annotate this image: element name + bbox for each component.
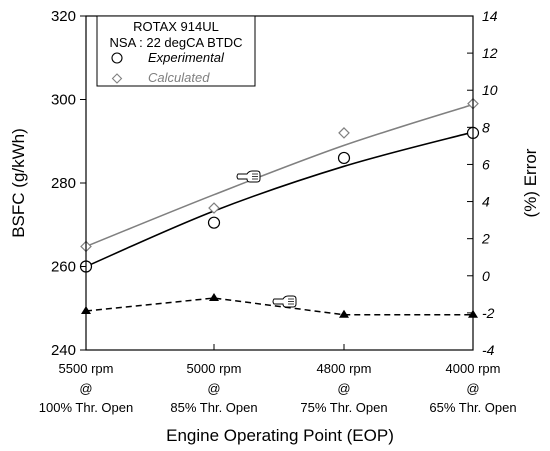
legend: ROTAX 914UL NSA : 22 degCA BTDC Experime…: [96, 15, 256, 87]
legend-experimental-marker: [111, 52, 123, 64]
y-axis-right-label: (%) Error: [521, 148, 540, 217]
x-category-rpm: 4800 rpm: [317, 361, 372, 376]
experimental-point: [207, 216, 221, 229]
calculated-point: [208, 202, 220, 214]
y-right-tick-label: -2: [482, 305, 495, 321]
y-left-tick-label: 300: [51, 92, 76, 109]
x-category-throttle: 100% Thr. Open: [39, 400, 133, 415]
y-left-tick-label: 320: [51, 8, 76, 25]
x-category-throttle: 85% Thr. Open: [170, 400, 257, 415]
x-category-rpm: 5000 rpm: [187, 361, 242, 376]
x-category-at: @: [79, 381, 92, 396]
x-axis-label: Engine Operating Point (EOP): [166, 426, 394, 445]
plot-frame: [85, 15, 474, 351]
error-point: [209, 293, 219, 302]
legend-title-line2: NSA : 22 degCA BTDC: [110, 35, 243, 50]
y-right-tick-label: 12: [482, 45, 498, 61]
x-category-at: @: [337, 381, 350, 396]
fit-curve-calculated: [85, 103, 474, 248]
experimental-point: [337, 151, 351, 165]
calculated-point: [338, 127, 350, 139]
error-point: [339, 309, 349, 318]
y-left-tick-label: 240: [51, 342, 76, 359]
x-category-rpm: 5500 rpm: [59, 361, 114, 376]
legend-experimental-label: Experimental: [148, 50, 225, 65]
legend-calculated-marker: [111, 73, 123, 84]
y-right-tick-label: 10: [482, 82, 498, 98]
x-category-throttle: 65% Thr. Open: [429, 400, 516, 415]
fit-curve-experimental: [85, 131, 474, 268]
error-line: [85, 297, 473, 316]
y-left-tick-label: 280: [51, 175, 76, 192]
y-right-tick-label: 2: [481, 231, 490, 247]
legend-title-line1: ROTAX 914UL: [133, 19, 219, 34]
y-right-tick-label: 0: [482, 268, 490, 284]
y-axis-left-label: BSFC (g/kWh): [9, 128, 28, 238]
pointing-hand-icon: [236, 170, 261, 183]
y-left-tick-label: 260: [51, 259, 76, 276]
x-category-at: @: [207, 381, 220, 396]
y-right-tick-label: 14: [482, 8, 498, 24]
x-category-rpm: 4000 rpm: [446, 361, 501, 376]
legend-calculated-label: Calculated: [148, 70, 210, 85]
y-right-tick-label: 6: [482, 156, 490, 172]
legend-box: [96, 15, 256, 87]
x-category-at: @: [466, 381, 479, 396]
y-right-tick-label: -4: [482, 342, 495, 358]
y-right-tick-label: 4: [482, 194, 490, 210]
x-category-throttle: 75% Thr. Open: [300, 400, 387, 415]
y-right-tick-label: 8: [482, 119, 490, 135]
